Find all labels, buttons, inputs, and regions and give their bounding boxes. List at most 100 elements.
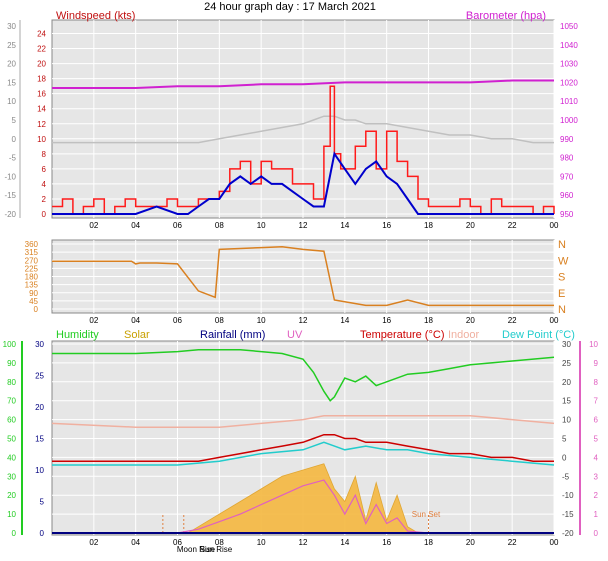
- direction-x-tick-label: 22: [508, 316, 517, 325]
- windspeed-tick-label: 24: [37, 30, 46, 39]
- temperature-outer-tick-label: -15: [4, 191, 16, 200]
- temperature-tick-label: 30: [562, 340, 571, 349]
- chart-title: 24 hour graph day : 17 March 2021: [204, 1, 376, 13]
- solar-tick-label: 25: [35, 372, 44, 381]
- direction-tick-label: 0: [34, 305, 39, 314]
- barometer-tick-label: 960: [560, 191, 574, 200]
- humidity-tick-label: 10: [7, 510, 16, 519]
- direction-x-tick-label: 20: [466, 316, 475, 325]
- direction-x-tick-label: 12: [299, 316, 308, 325]
- uv-tick-label: 3: [594, 472, 599, 481]
- humidity-tick-label: 100: [3, 340, 17, 349]
- temperature-outer-tick-label: 20: [7, 60, 16, 69]
- temperature-tick-label: -5: [562, 472, 570, 481]
- wind-x-tick-label: 10: [257, 221, 266, 230]
- temperature-outer-tick-label: -5: [9, 154, 17, 163]
- legend-item-6: Dew Point (°C): [502, 329, 575, 341]
- solar-area: [52, 463, 554, 534]
- windspeed-tick-label: 2: [42, 195, 47, 204]
- climate-x-tick-label: 08: [215, 538, 224, 547]
- direction-x-tick-label: 02: [89, 316, 98, 325]
- direction-x-tick-label: 04: [131, 316, 140, 325]
- solar-tick-label: 15: [35, 435, 44, 444]
- temperature-outer-tick-label: 30: [7, 22, 16, 31]
- windspeed-tick-label: 20: [37, 60, 46, 69]
- climate-x-tick-label: 00: [550, 538, 559, 547]
- humidity-line: [52, 348, 555, 402]
- climate-x-tick-label: 18: [424, 538, 433, 547]
- windspeed-tick-label: 4: [42, 180, 47, 189]
- uv-tick-label: 9: [594, 359, 599, 368]
- climate-panel: Humidity Solar Rainfall (mm) UV Temperature …: [3, 329, 599, 554]
- climate-x-tick-label: 20: [466, 538, 475, 547]
- solar-tick-label: 10: [35, 466, 44, 475]
- temperature-tick-label: 5: [562, 435, 567, 444]
- climate-x-tick-label: 04: [131, 538, 140, 547]
- temperature-outer-tick-label: 25: [7, 41, 16, 50]
- direction-tick-label: 45: [29, 297, 38, 306]
- barometer-tick-label: 990: [560, 135, 574, 144]
- barometer-axis-label: Barometer (hpa): [466, 10, 546, 22]
- wind-x-tick-label: 08: [215, 221, 224, 230]
- wind-x-tick-label: 22: [508, 221, 517, 230]
- solar-tick-label: 30: [35, 340, 44, 349]
- temperature-grey-line: [52, 115, 554, 144]
- climate-x-tick-label: 14: [340, 538, 349, 547]
- windspeed-gust-line: [52, 85, 555, 215]
- climate-x-tick-label: 22: [508, 538, 517, 547]
- dewpoint-line: [52, 441, 555, 466]
- wind-x-tick-label: 16: [382, 221, 391, 230]
- barometer-tick-label: 980: [560, 154, 574, 163]
- windspeed-average-line: [52, 151, 554, 215]
- barometer-tick-label: 1010: [560, 97, 578, 106]
- humidity-tick-label: 70: [7, 397, 16, 406]
- direction-tick-label: 315: [25, 248, 39, 257]
- temperature-tick-label: 15: [562, 397, 571, 406]
- direction-tick-label: 270: [25, 256, 39, 265]
- direction-x-tick-label: 08: [215, 316, 224, 325]
- moon-rise-label: Moon Rise: [177, 545, 216, 554]
- wind-x-tick-label: 14: [340, 221, 349, 230]
- solar-tick-label: 20: [35, 403, 44, 412]
- barometer-tick-label: 1030: [560, 60, 578, 69]
- climate-x-tick-label: 10: [257, 538, 266, 547]
- temperature-outer-tick-label: 10: [7, 97, 16, 106]
- windspeed-tick-label: 12: [37, 120, 46, 129]
- temperature-outer-tick-label: -10: [4, 172, 16, 181]
- temperature-tick-label: 25: [562, 359, 571, 368]
- temperature-outer-tick-label: 5: [12, 116, 17, 125]
- legend-item-0: Humidity: [56, 329, 99, 341]
- direction-tick-label: 180: [25, 273, 39, 282]
- windspeed-tick-label: 0: [42, 210, 47, 219]
- humidity-tick-label: 0: [12, 529, 17, 538]
- uv-tick-label: 4: [594, 453, 599, 462]
- barometer-tick-label: 970: [560, 172, 574, 181]
- temperature-tick-label: -15: [562, 510, 574, 519]
- solar-tick-label: 0: [40, 529, 45, 538]
- climate-x-tick-label: 16: [382, 538, 391, 547]
- windspeed-tick-label: 14: [37, 105, 46, 114]
- direction-tick-label: 225: [25, 264, 39, 273]
- direction-x-tick-label: 06: [173, 316, 182, 325]
- direction-x-tick-label: 14: [340, 316, 349, 325]
- legend-item-4: Temperature (°C): [360, 329, 444, 341]
- uv-tick-label: 10: [589, 340, 598, 349]
- temperature-tick-label: -10: [562, 491, 574, 500]
- direction-tick-label: 360: [25, 240, 39, 249]
- barometer-tick-label: 1000: [560, 116, 578, 125]
- compass-tick-label: E: [558, 288, 565, 300]
- uv-tick-label: 2: [594, 491, 599, 500]
- wind-x-tick-label: 04: [131, 221, 140, 230]
- compass-tick-label: W: [558, 255, 569, 267]
- uv-tick-label: 6: [594, 416, 599, 425]
- temperature-tick-label: 0: [562, 453, 567, 462]
- windspeed-tick-label: 22: [37, 45, 46, 54]
- uv-tick-label: 5: [594, 435, 599, 444]
- legend-item-5: Indoor: [448, 329, 480, 341]
- temperature-tick-label: 10: [562, 416, 571, 425]
- indoor-line: [51, 415, 555, 428]
- wind-x-tick-label: 12: [299, 221, 308, 230]
